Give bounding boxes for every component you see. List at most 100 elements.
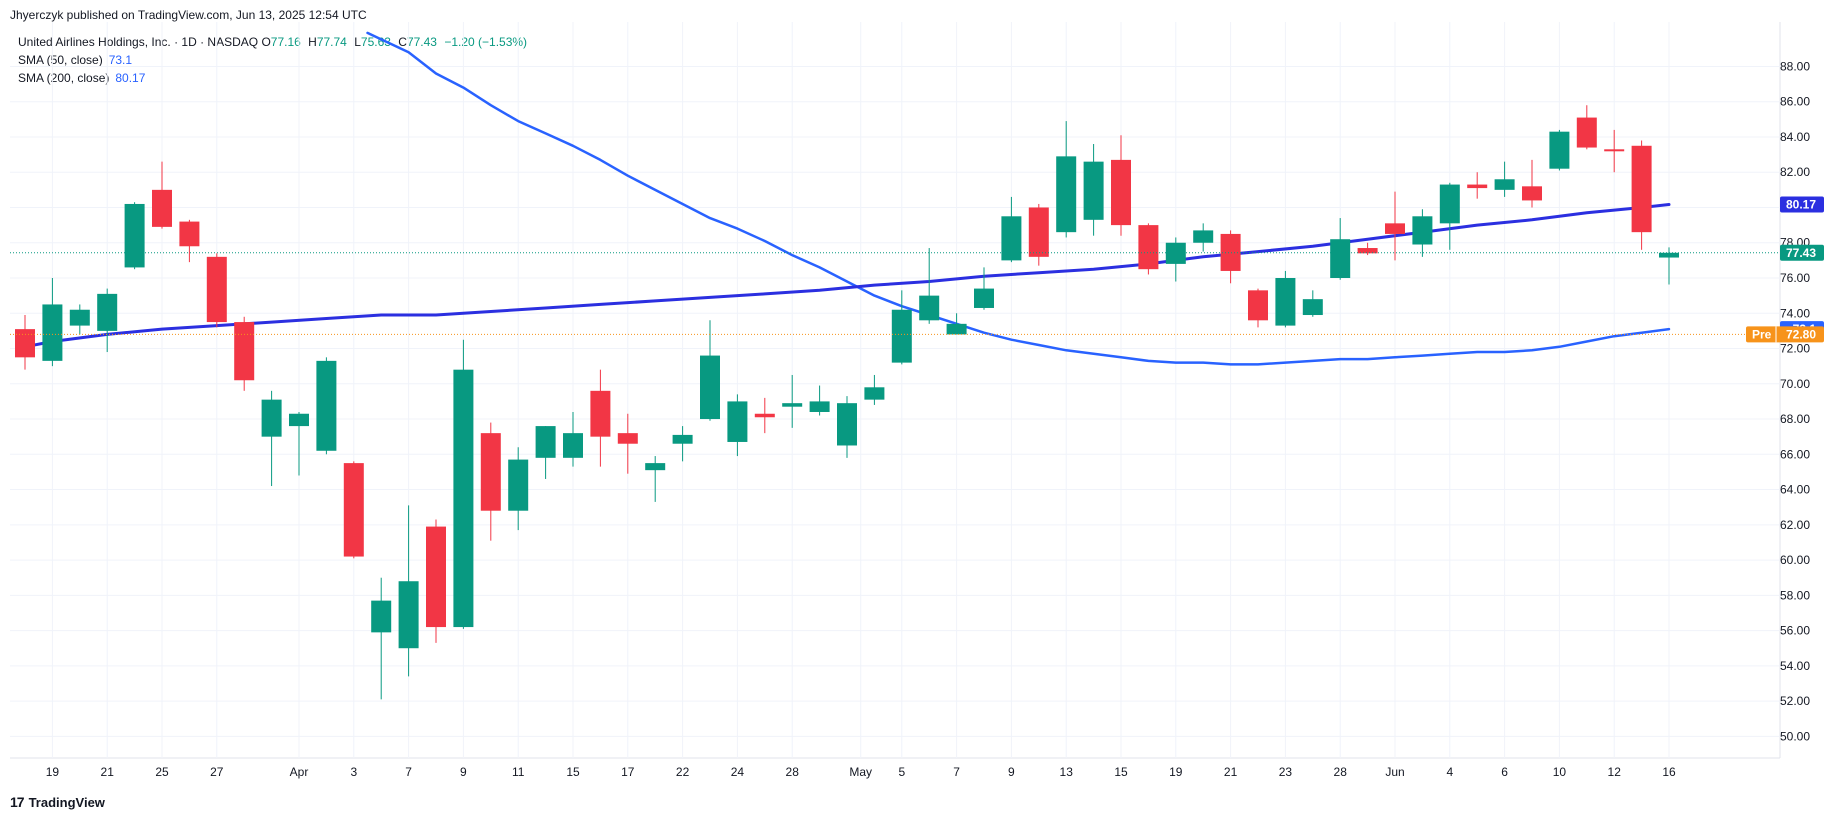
candle[interactable] xyxy=(1412,209,1433,257)
sma50-legend-row[interactable]: SMA (50, close) 73.1 xyxy=(18,51,531,69)
candle[interactable] xyxy=(1248,288,1268,328)
x-tick-label: 4 xyxy=(1446,765,1453,779)
candle[interactable] xyxy=(206,253,227,328)
candle[interactable] xyxy=(1111,135,1131,236)
x-tick-label: 15 xyxy=(566,765,580,779)
candle-body xyxy=(371,600,392,633)
candle[interactable] xyxy=(1439,182,1460,250)
candle[interactable] xyxy=(1083,144,1104,236)
candle[interactable] xyxy=(1576,105,1597,150)
candle[interactable] xyxy=(1220,230,1241,284)
candle[interactable] xyxy=(1275,270,1296,328)
candle[interactable] xyxy=(672,426,693,462)
candle[interactable] xyxy=(782,374,803,428)
candle[interactable] xyxy=(1193,223,1214,252)
candle[interactable] xyxy=(590,369,611,467)
sma200-legend-row[interactable]: SMA (200, close) 80.17 xyxy=(18,69,531,87)
y-tick-label: 86.00 xyxy=(1780,95,1810,109)
candle-body xyxy=(261,399,282,437)
candle[interactable] xyxy=(179,219,200,263)
candle[interactable] xyxy=(343,461,364,559)
sma200-price-tag: 80.17 xyxy=(1780,196,1824,213)
candle[interactable] xyxy=(919,248,940,324)
candle-body xyxy=(426,526,446,628)
candle[interactable] xyxy=(398,505,419,677)
x-tick-label: 10 xyxy=(1553,765,1567,779)
candle[interactable] xyxy=(508,447,529,531)
candle[interactable] xyxy=(1330,218,1351,280)
x-axis[interactable]: 19 21 25 27 Apr 3 7 9 11 15 17 22 24 28 May 5 7 9 13 15 19 21… xyxy=(46,765,1676,779)
candle[interactable] xyxy=(700,320,720,421)
candle[interactable] xyxy=(1549,129,1570,171)
candle-body xyxy=(1412,216,1433,245)
candle[interactable] xyxy=(15,315,35,370)
candle[interactable] xyxy=(1302,290,1323,317)
x-tick-label: 12 xyxy=(1608,765,1622,779)
candle-body xyxy=(508,459,529,511)
candle-body xyxy=(1138,225,1159,270)
candle-body xyxy=(179,221,200,247)
tradingview-logo[interactable]: 17 TradingView xyxy=(10,794,105,810)
candle-body xyxy=(974,288,994,308)
candle[interactable] xyxy=(645,456,666,502)
high-label: H xyxy=(308,35,317,49)
candle[interactable] xyxy=(535,426,556,479)
candle[interactable] xyxy=(69,304,90,335)
candle[interactable] xyxy=(1028,203,1049,266)
candle[interactable] xyxy=(809,385,830,416)
candle[interactable] xyxy=(261,390,282,487)
candle[interactable] xyxy=(1604,129,1625,173)
candle[interactable] xyxy=(371,577,392,700)
candle[interactable] xyxy=(1467,172,1488,199)
candle[interactable] xyxy=(754,397,775,434)
candle-body xyxy=(453,369,474,628)
x-tick-label: 28 xyxy=(1334,765,1348,779)
candles[interactable] xyxy=(15,105,1679,700)
candle-body xyxy=(1357,248,1378,254)
candle[interactable] xyxy=(97,288,118,353)
x-tick-label: 21 xyxy=(1224,765,1238,779)
y-tick-label: 74.00 xyxy=(1780,306,1810,320)
sma50-line xyxy=(366,31,1671,366)
candle[interactable] xyxy=(453,339,474,629)
candle[interactable] xyxy=(1001,196,1022,263)
candle[interactable] xyxy=(1357,242,1378,256)
candle[interactable] xyxy=(316,357,337,455)
candle[interactable] xyxy=(1138,223,1159,275)
candle[interactable] xyxy=(563,411,583,467)
candle-body xyxy=(1576,117,1597,148)
candle[interactable] xyxy=(1659,247,1679,285)
candle[interactable] xyxy=(837,396,857,458)
candle[interactable] xyxy=(974,267,994,310)
candle[interactable] xyxy=(1165,237,1186,282)
symbol-legend-row[interactable]: United Airlines Holdings, Inc. · 1D · NA… xyxy=(18,33,531,51)
candle[interactable] xyxy=(617,413,638,474)
candle[interactable] xyxy=(152,161,172,229)
y-axis[interactable]: 50.00 52.00 54.00 56.00 58.00 60.00 62.00 64.00… xyxy=(1780,59,1810,743)
candle[interactable] xyxy=(234,316,255,391)
candle[interactable] xyxy=(1056,121,1077,238)
candle[interactable] xyxy=(727,394,748,457)
candle-body xyxy=(864,387,885,400)
candle[interactable] xyxy=(42,278,63,367)
x-tick-label: 5 xyxy=(898,765,905,779)
candle[interactable] xyxy=(124,202,145,270)
candle[interactable] xyxy=(480,422,501,541)
candle-body xyxy=(42,304,63,361)
price-chart[interactable]: 50.00 52.00 54.00 56.00 58.00 60.00 62.00 64.00… xyxy=(0,0,1835,790)
candle[interactable] xyxy=(1522,159,1542,208)
candle[interactable] xyxy=(1631,140,1652,250)
candle[interactable] xyxy=(1494,161,1515,197)
candle[interactable] xyxy=(289,411,309,476)
sma-lines xyxy=(23,31,1671,366)
candle[interactable] xyxy=(1385,191,1405,261)
candle-body xyxy=(1604,149,1625,152)
candle-body xyxy=(754,413,775,418)
candle-body xyxy=(1439,184,1460,224)
candle[interactable] xyxy=(426,519,446,643)
candle[interactable] xyxy=(864,374,885,405)
candle[interactable] xyxy=(946,313,967,335)
candle[interactable] xyxy=(891,290,912,365)
candle-body xyxy=(152,189,172,227)
close-label: C xyxy=(398,35,407,49)
